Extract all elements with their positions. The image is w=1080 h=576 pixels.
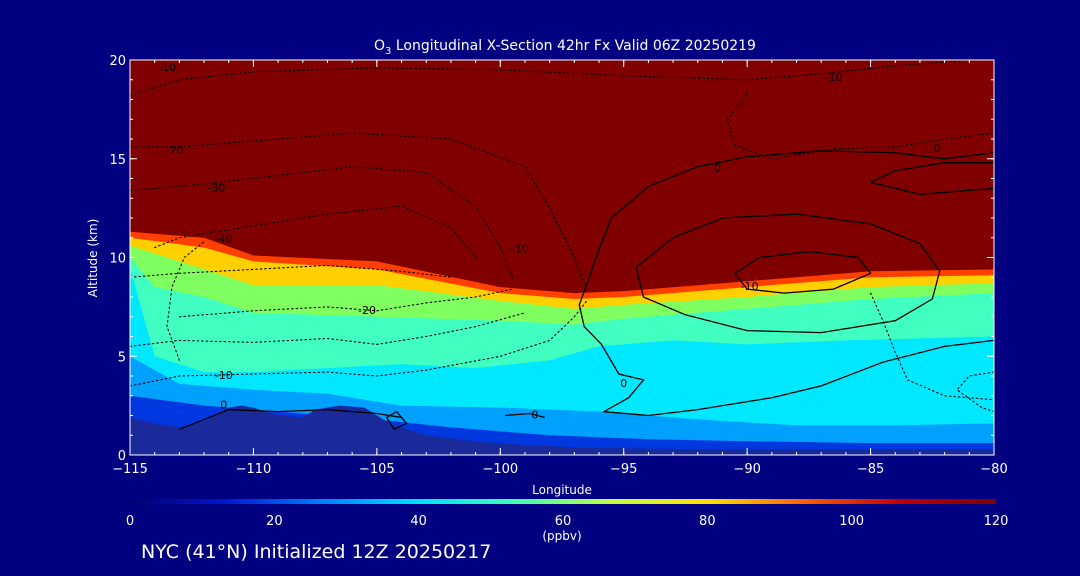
contour-label: -10 [825, 71, 843, 84]
contour-label: -10 [215, 369, 233, 382]
y-axis-label: Altitude (km) [86, 219, 100, 298]
colorbar-tick-label: 80 [699, 514, 716, 529]
contour-solid [578, 249, 994, 417]
colorbar-tick-label: 120 [984, 514, 1009, 529]
contour-dotted [130, 166, 514, 278]
contour-solid [385, 411, 408, 431]
colorbar-tick-label: 20 [266, 514, 283, 529]
y-tick-label: 10 [109, 252, 126, 267]
x-tick-label: −95 [610, 462, 637, 477]
colorbar-tick-label: 60 [555, 514, 572, 529]
chart-title: O3 Longitudinal X-Section 42hr Fx Valid … [374, 38, 756, 57]
colorbar-unit: (ppbv) [542, 529, 581, 543]
contour-dotted [178, 288, 514, 318]
x-tick-label: −115 [112, 462, 148, 477]
contour-solid [734, 250, 872, 294]
x-tick-label: −85 [857, 462, 884, 477]
contour-label: -10 [741, 280, 759, 293]
y-tick-label: 15 [109, 153, 126, 168]
x-tick-label: −100 [482, 462, 518, 477]
colorbar-tick-label: 40 [410, 514, 427, 529]
contour-solid [179, 408, 402, 430]
x-tick-label: −105 [359, 462, 395, 477]
contour-label: -40 [215, 233, 233, 246]
contour-solid [870, 162, 994, 183]
contour-solid [598, 150, 994, 250]
terrain [130, 405, 994, 455]
contour-dotted [956, 371, 994, 413]
contour-dotted [726, 93, 994, 160]
y-tick-label: 5 [118, 350, 126, 365]
x-axis-label: Longitude [532, 483, 592, 497]
contour-dotted [130, 300, 588, 387]
contour-dotted [166, 241, 205, 361]
contour-solid [870, 181, 994, 195]
colorbar-tick-label: 100 [839, 514, 864, 529]
x-tick-label: −110 [236, 462, 272, 477]
plot-area: -10 -10 -20 -30 -40 -10 -20 -10 0 0 0 -10 0 0 [130, 60, 994, 455]
y-tick-label: 0 [118, 449, 126, 464]
footer-caption: NYC (41°N) Initialized 12Z 20250217 [141, 541, 492, 563]
contour-label: 0 [220, 399, 227, 412]
contour-solid [505, 412, 545, 419]
contour-label: 0 [620, 377, 627, 390]
contour-label: -20 [165, 144, 183, 157]
colorbar-tick-label: 0 [126, 514, 134, 529]
y-tick-label: 20 [109, 54, 126, 69]
contour-label: 0 [531, 409, 538, 422]
contour-dotted [130, 264, 452, 278]
contour-dotted [154, 205, 477, 259]
x-tick-label: −90 [733, 462, 760, 477]
contour-label: -20 [358, 304, 376, 317]
colorbar: 0 20 40 60 80 100 120 (ppbv) [126, 499, 1009, 543]
contour-label: -10 [158, 61, 176, 74]
colorbar-ramp [130, 499, 996, 504]
contour-label: 0 [934, 142, 941, 155]
contour-label: 0 [714, 162, 721, 175]
contour-dotted [130, 132, 588, 292]
x-tick-label: −80 [980, 462, 1007, 477]
contour-label: -10 [511, 243, 529, 256]
contour-label: -30 [207, 181, 225, 194]
contour-solid [635, 213, 941, 334]
